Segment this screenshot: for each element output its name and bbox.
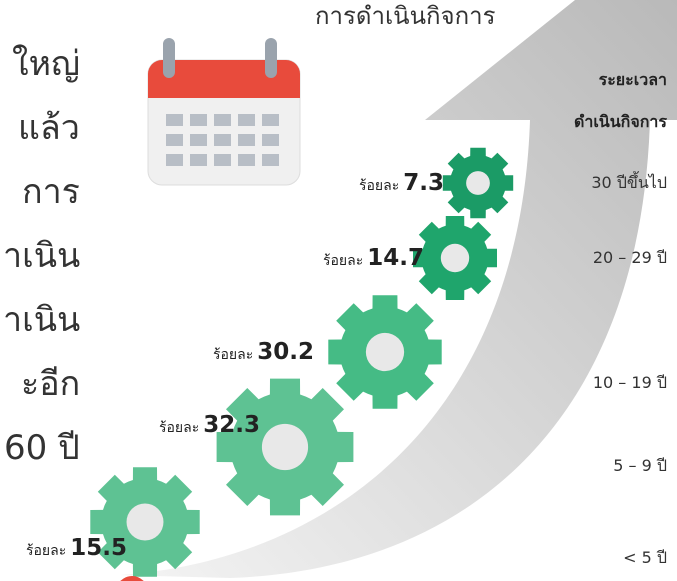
side-text: าเนิน — [3, 236, 81, 276]
percent-prefix: ร้อยละ — [26, 542, 67, 559]
gear-hole — [126, 503, 164, 541]
gear-hole — [261, 423, 309, 471]
percent-label: ร้อยละ 32.3 — [159, 412, 260, 439]
arrow — [120, 0, 677, 578]
percent-label: ร้อยละ 14.7 — [323, 245, 424, 272]
period: 20 – 29 ปี — [592, 247, 667, 267]
percent-value: 14.7 — [367, 244, 424, 271]
side-text: ะอีก — [21, 364, 81, 404]
calendar-cell — [214, 134, 231, 146]
percent-label: ร้อยละ 30.2 — [213, 339, 314, 366]
calendar-cell — [190, 134, 207, 146]
percent-prefix: ร้อยละ — [213, 346, 254, 363]
calendar-cell — [238, 154, 255, 166]
side-text: 60 ปี — [4, 428, 80, 468]
percent-prefix: ร้อยละ — [359, 177, 400, 194]
percent-value: 30.2 — [257, 338, 314, 365]
gear-partial — [120, 576, 144, 581]
period: < 5 ปี — [623, 547, 667, 567]
calendar-cell — [214, 154, 231, 166]
gear-hole — [365, 332, 405, 372]
title: การดำเนินกิจการ — [315, 2, 496, 30]
side-text: ใหญ่ — [12, 44, 80, 84]
period: 30 ปีขึ้นไป — [591, 172, 667, 192]
calendar-cell — [190, 114, 207, 126]
calendar-cell — [166, 134, 183, 146]
period-header: ดำเนินกิจการ — [573, 112, 667, 131]
percent-value: 32.3 — [203, 411, 260, 438]
calendar-cell — [262, 154, 279, 166]
percent-label: ร้อยละ 7.3 — [359, 170, 444, 197]
percent-label: ร้อยละ 15.5 — [26, 535, 127, 562]
percent-prefix: ร้อยละ — [159, 419, 200, 436]
calendar-cell — [262, 114, 279, 126]
calendar-cell — [262, 134, 279, 146]
percent-value: 15.5 — [70, 534, 127, 561]
calendar-cell — [214, 114, 231, 126]
period: 10 – 19 ปี — [592, 372, 667, 392]
calendar-icon — [147, 38, 301, 186]
percent-value: 7.3 — [403, 169, 444, 196]
side-text: แล้ว — [18, 108, 80, 148]
calendar-cell — [238, 134, 255, 146]
gear-hole — [440, 243, 470, 273]
gear-hole — [466, 171, 490, 195]
side-text: การ — [22, 172, 80, 212]
percent-prefix: ร้อยละ — [323, 252, 364, 269]
side-text: าเนิน — [3, 300, 81, 340]
period-header: ระยะเวลา — [598, 70, 667, 89]
period: 5 – 9 ปี — [613, 455, 667, 475]
calendar-cell — [166, 154, 183, 166]
calendar-cell — [166, 114, 183, 126]
calendar-cell — [190, 154, 207, 166]
calendar-cell — [238, 114, 255, 126]
